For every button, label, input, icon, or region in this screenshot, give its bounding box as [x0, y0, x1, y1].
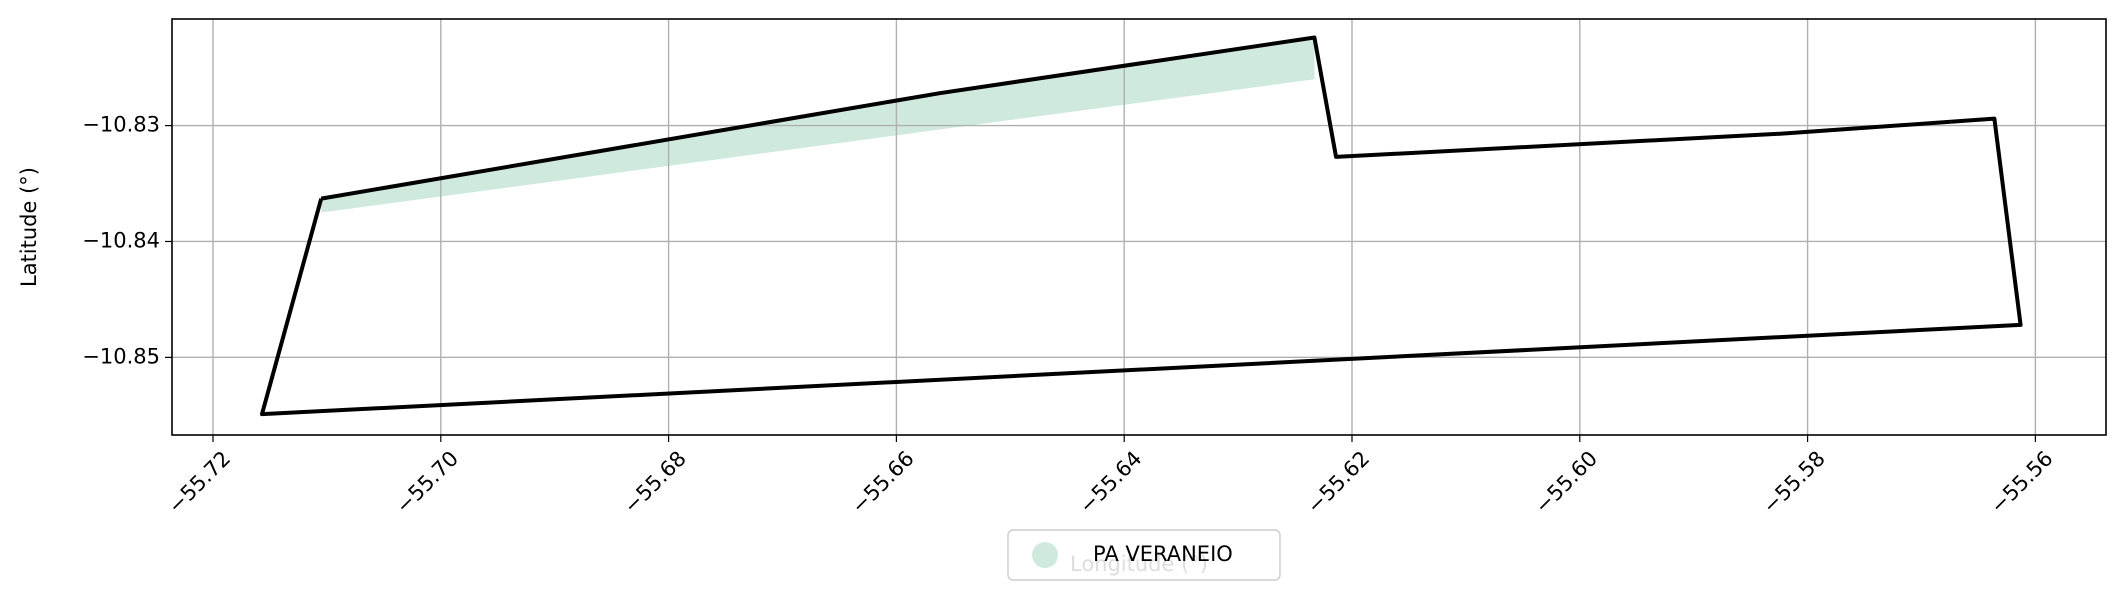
y-tick-label: −10.83 [82, 113, 160, 137]
x-tick-label: −55.72 [163, 446, 235, 518]
x-tick-label: −55.66 [847, 446, 919, 518]
x-tick-label: −55.60 [1530, 446, 1602, 518]
x-tick-label: −55.58 [1758, 446, 1830, 518]
x-tick-label: −55.68 [619, 446, 691, 518]
y-tick-label: −10.84 [82, 228, 160, 252]
y-tick-label: −10.85 [82, 344, 160, 368]
legend-label: PA VERANEIO [1093, 542, 1233, 566]
legend: PA VERANEIO [1007, 529, 1281, 581]
boundary [259, 35, 2023, 417]
x-tick-label: −55.70 [391, 446, 463, 518]
y-axis-label: Latitude (°) [17, 167, 41, 287]
x-tick-label: −55.56 [1986, 446, 2058, 518]
legend-box [1007, 529, 1281, 581]
plot-frame [171, 18, 2107, 436]
legend-marker [1032, 542, 1058, 568]
x-tick-label: −55.64 [1075, 446, 1147, 518]
x-tick-label: −55.62 [1302, 446, 1374, 518]
